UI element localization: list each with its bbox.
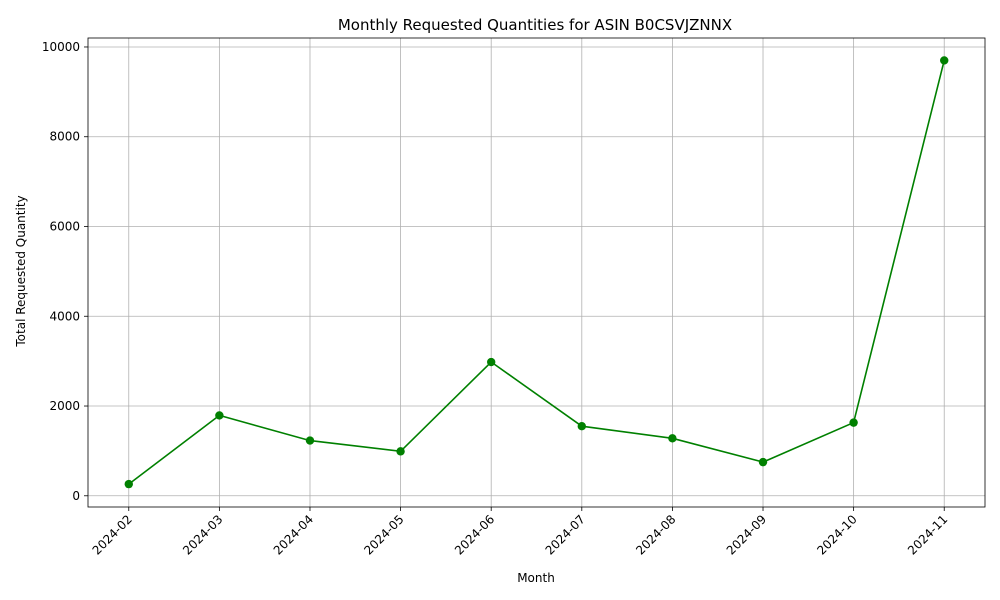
data-point bbox=[758, 457, 768, 467]
axes: 0 2000 4000 6000 8000 10000 2024-02 2024-03 2024… bbox=[42, 37, 986, 558]
y-tick-label: 0 bbox=[72, 489, 80, 503]
y-tick-label: 10000 bbox=[42, 40, 80, 54]
x-tick-label: 2024-09 bbox=[724, 512, 769, 557]
plot-frame bbox=[87, 37, 986, 508]
x-tick-label: 2024-03 bbox=[180, 512, 225, 557]
grid bbox=[88, 38, 985, 507]
data-point bbox=[577, 422, 587, 431]
series-layer bbox=[124, 56, 949, 489]
data-point bbox=[668, 434, 677, 443]
x-tick-label: 2024-08 bbox=[633, 512, 678, 557]
x-tick-label: 2024-10 bbox=[814, 512, 859, 557]
data-point bbox=[486, 357, 496, 367]
x-tick-label: 2024-05 bbox=[361, 512, 406, 557]
x-tick-label: 2024-07 bbox=[543, 512, 588, 557]
x-axis-label: Month bbox=[517, 571, 555, 585]
data-point bbox=[940, 56, 949, 65]
y-tick-label: 6000 bbox=[49, 219, 80, 233]
data-point bbox=[305, 436, 315, 445]
y-tick-label: 8000 bbox=[49, 130, 80, 144]
y-tick-label: 4000 bbox=[49, 309, 80, 323]
x-tick-label: 2024-04 bbox=[271, 512, 316, 557]
x-tick-label: 2024-06 bbox=[452, 512, 497, 557]
y-axis-label: Total Requested Quantity bbox=[14, 195, 28, 347]
data-point bbox=[849, 418, 858, 427]
data-point bbox=[396, 447, 405, 456]
chart-title: Monthly Requested Quantities for ASIN B0… bbox=[338, 16, 732, 34]
data-point bbox=[124, 479, 133, 489]
series-line bbox=[128, 60, 945, 485]
y-tick-label: 2000 bbox=[49, 399, 80, 413]
x-tick-label: 2024-11 bbox=[905, 512, 950, 557]
data-point bbox=[215, 411, 224, 420]
x-tick-label: 2024-02 bbox=[90, 512, 135, 557]
